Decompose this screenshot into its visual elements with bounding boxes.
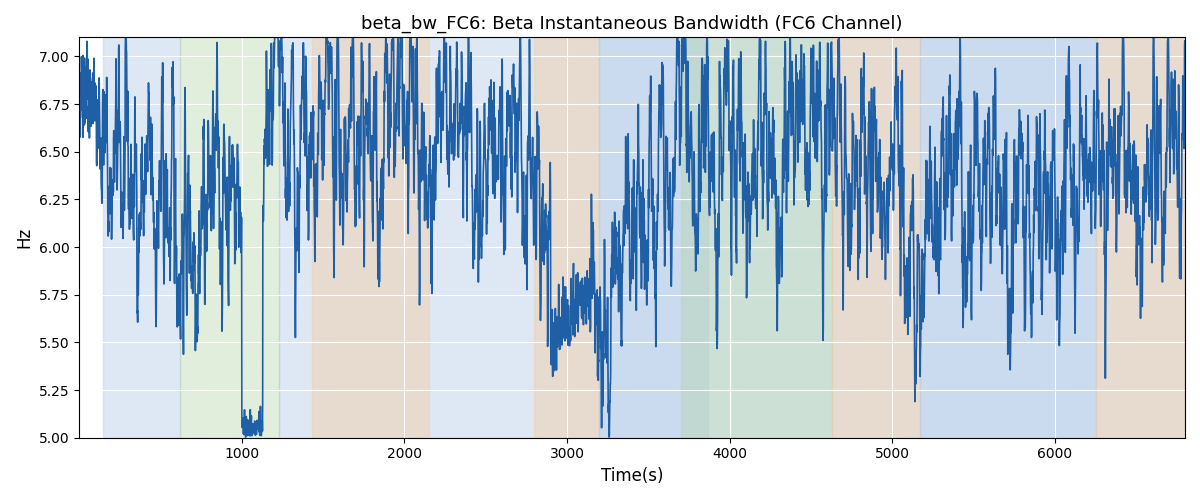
Bar (600, 38, 708, 438)
Y-axis label: Hz: Hz (14, 227, 32, 248)
Bar (312, 38, 428, 438)
X-axis label: Time(s): Time(s) (601, 467, 664, 485)
Bar (103, 38, 180, 438)
Bar (534, 38, 600, 438)
Bar (920, 38, 1096, 438)
Bar (1096, 38, 1184, 438)
Bar (832, 38, 920, 438)
Bar (280, 38, 1184, 438)
Title: beta_bw_FC6: Beta Instantaneous Bandwidth (FC6 Channel): beta_bw_FC6: Beta Instantaneous Bandwidt… (361, 15, 902, 34)
Bar (180, 38, 280, 438)
Bar (680, 38, 832, 438)
